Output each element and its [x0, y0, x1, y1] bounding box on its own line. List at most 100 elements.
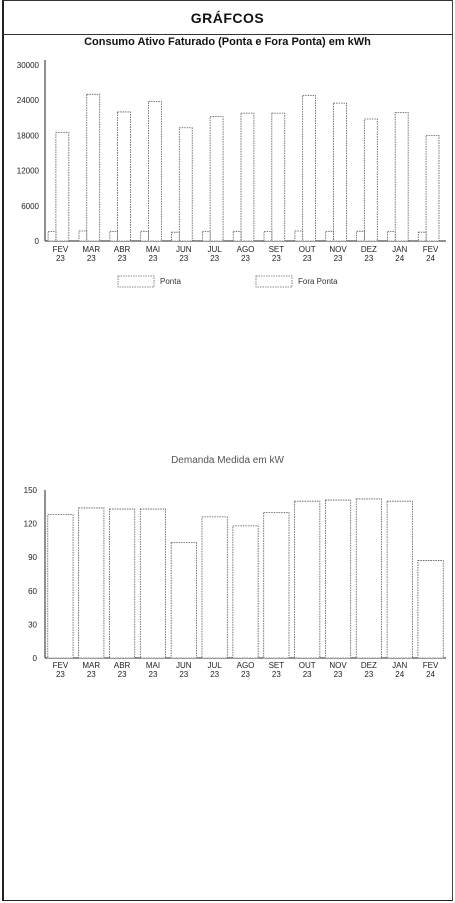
chart2-bar	[78, 507, 105, 659]
chart1-bar-fora-ponta	[86, 93, 101, 242]
chart2-x-tick-year: 23	[87, 670, 96, 679]
section-header: GRÁFCOS	[2, 0, 453, 35]
chart2-x-tick-year: 23	[241, 670, 250, 679]
chart2-x-tick-year: 23	[334, 670, 343, 679]
chart1-x-tick-year: 23	[149, 254, 158, 263]
chart2-x-tick-month: NOV	[329, 661, 347, 670]
chart1-x-tick-year: 23	[364, 254, 373, 263]
chart2-title: Demanda Medida em kW	[171, 455, 284, 466]
chart2-bar	[170, 542, 197, 659]
chart1-bar-ponta	[201, 231, 211, 242]
chart1-x-tick-year: 23	[334, 254, 343, 263]
chart2-y-tick: 150	[24, 486, 38, 495]
chart2-x-tick-year: 24	[395, 670, 404, 679]
chart2-x-tick-year: 23	[210, 670, 219, 679]
chart2-x-tick-month: OUT	[299, 661, 316, 670]
chart2-x-tick-month: FEV	[53, 661, 69, 670]
chart1-bar-ponta	[294, 230, 304, 242]
chart2-x-tick-month: AGO	[237, 661, 255, 670]
chart1-y-tick: 18000	[17, 131, 40, 140]
chart2-y-tick: 90	[28, 553, 37, 562]
chart1-x-tick-month: OUT	[299, 245, 316, 254]
chart2-x-tick-month: MAR	[82, 661, 100, 670]
legend-swatch-ponta	[117, 275, 155, 288]
chart1-x-tick-year: 23	[210, 254, 219, 263]
chart1-x-tick-month: SET	[269, 245, 285, 254]
chart1-bar-ponta	[232, 231, 242, 242]
chart2-bar	[263, 512, 290, 659]
chart1-x-tick-month: DEZ	[361, 245, 377, 254]
chart2-x-tick-month: JUN	[176, 661, 192, 670]
chart1-bar-fora-ponta	[333, 102, 347, 242]
chart1-bar-ponta	[47, 231, 57, 242]
chart1-x-tick-month: JUL	[208, 245, 223, 254]
chart1-bar-fora-ponta	[117, 111, 131, 242]
chart2-y-tick: 0	[33, 654, 38, 663]
chart2-x-tick-year: 23	[149, 670, 158, 679]
chart2-x-tick-month: MAI	[146, 661, 160, 670]
chart1-bar-ponta	[263, 231, 273, 242]
chart2-x-tick-month: ABR	[114, 661, 131, 670]
chart1-bar-ponta	[109, 230, 118, 242]
chart1-bar-fora-ponta	[394, 112, 409, 242]
chart1-bar-ponta	[325, 230, 334, 242]
chart2-bar	[417, 560, 444, 659]
chart1-bar-fora-ponta	[302, 95, 317, 242]
chart1-x-tick-month: JAN	[392, 245, 407, 254]
chart1-bar-fora-ponta	[209, 116, 224, 242]
chart1-y-tick: 6000	[21, 202, 39, 211]
chart1-title: Consumo Ativo Faturado (Ponta e Fora Pon…	[84, 36, 371, 48]
chart1-x-tick-month: FEV	[53, 245, 69, 254]
chart2-bar	[232, 525, 259, 659]
chart2-x-tick-year: 23	[272, 670, 281, 679]
chart1-bar-fora-ponta	[148, 100, 162, 242]
chart2-y-tick: 30	[28, 620, 37, 629]
chart1-x-tick-year: 23	[118, 254, 127, 263]
chart2-bar	[294, 500, 321, 659]
chart1-bar-fora-ponta	[240, 112, 255, 242]
chart2-x-tick-month: SET	[269, 661, 285, 670]
chart1-x-tick-month: ABR	[114, 245, 131, 254]
chart2-bar	[139, 508, 167, 659]
chart2-bar	[355, 498, 382, 659]
chart2-y-tick: 120	[24, 520, 38, 529]
chart2-x-tick-year: 24	[426, 670, 435, 679]
chart2-x-tick-month: DEZ	[361, 661, 377, 670]
chart1-bar-fora-ponta	[425, 134, 440, 242]
chart2-x-tick-month: JUL	[208, 661, 223, 670]
legend-swatch-fora-ponta	[255, 275, 293, 288]
chart1-bar-fora-ponta	[363, 118, 378, 242]
chart1-x-tick-month: FEV	[423, 245, 439, 254]
chart1-bar-ponta	[387, 231, 396, 242]
chart2-bar	[386, 500, 413, 659]
chart1-bar-ponta	[171, 231, 180, 242]
chart1-bar-ponta	[417, 231, 427, 242]
chart2-bar	[47, 514, 74, 659]
chart2-x-tick-month: FEV	[423, 661, 439, 670]
chart2-bar	[201, 516, 228, 659]
chart2-x-tick-month: JAN	[392, 661, 407, 670]
chart1-bar-ponta	[140, 230, 149, 242]
chart1-bar-fora-ponta	[178, 127, 193, 242]
chart2-bar	[324, 499, 352, 659]
chart2-x-tick-year: 23	[364, 670, 373, 679]
chart1-x-tick-month: JUN	[176, 245, 192, 254]
legend-label-fora-ponta: Fora Ponta	[298, 277, 338, 286]
chart1-x-tick-year: 23	[56, 254, 65, 263]
chart1-x-tick-year: 23	[87, 254, 96, 263]
chart2-x-tick-year: 23	[56, 670, 65, 679]
chart2-x-tick-year: 23	[118, 670, 127, 679]
chart1-x-tick-year: 23	[272, 254, 281, 263]
chart1-y-tick: 12000	[17, 167, 40, 176]
chart1-x-tick-month: AGO	[237, 245, 255, 254]
chart1-x-tick-month: NOV	[329, 245, 347, 254]
chart1-x-tick-year: 23	[241, 254, 250, 263]
chart1-x-tick-year: 23	[303, 254, 312, 263]
chart1-x-tick-month: MAI	[146, 245, 160, 254]
chart1-bar-fora-ponta	[55, 132, 70, 242]
chart1-bar-ponta	[356, 230, 365, 242]
chart1-bar-ponta	[78, 230, 88, 242]
chart1-x-tick-year: 24	[395, 254, 404, 263]
